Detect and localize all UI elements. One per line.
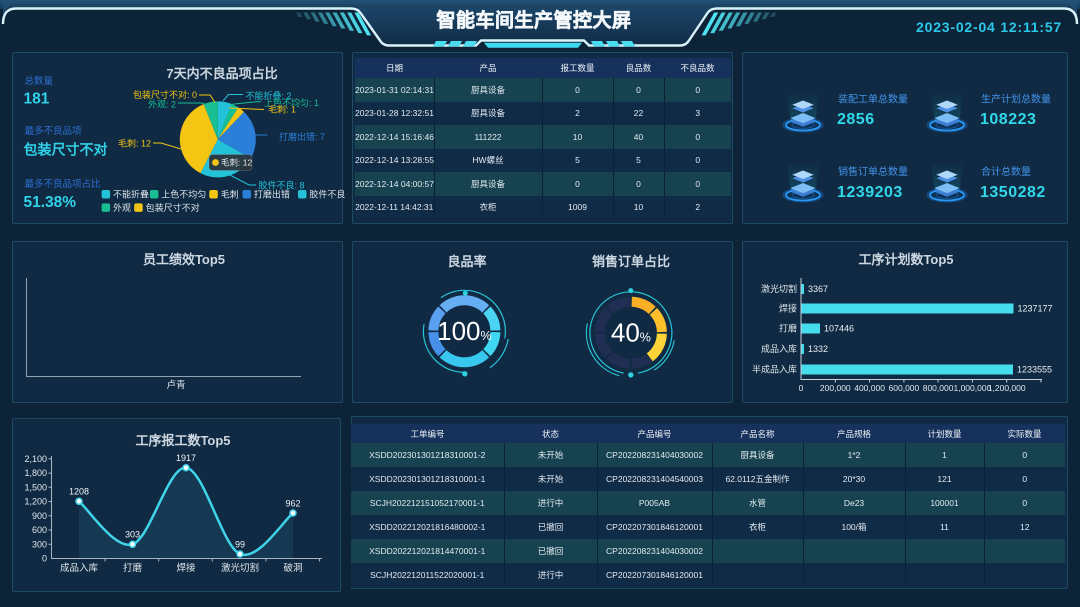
svg-text:成品入库: 成品入库 xyxy=(761,343,797,354)
svg-text:不能折叠: 2: 不能折叠: 2 xyxy=(246,90,292,101)
svg-text:焊接: 焊接 xyxy=(779,303,797,314)
svg-text:200,000: 200,000 xyxy=(820,383,851,393)
svg-text:107446: 107446 xyxy=(824,324,854,334)
svg-text:300: 300 xyxy=(32,539,47,549)
svg-text:激光切割: 激光切割 xyxy=(221,562,259,574)
svg-text:打磨: 打磨 xyxy=(779,323,797,334)
svg-text:800,000: 800,000 xyxy=(923,383,954,393)
svg-text:合计总数量: 合计总数量 xyxy=(981,165,1031,178)
svg-text:900: 900 xyxy=(32,511,47,521)
svg-text:胶件不良: 胶件不良 xyxy=(309,189,345,200)
svg-text:600,000: 600,000 xyxy=(889,383,920,393)
svg-text:卢青: 卢青 xyxy=(166,379,185,391)
svg-text:员工绩效Top5: 员工绩效Top5 xyxy=(143,252,225,267)
svg-text:不能折叠: 不能折叠 xyxy=(113,189,149,200)
svg-text:上色不均匀: 上色不均匀 xyxy=(161,189,206,200)
svg-text:400,000: 400,000 xyxy=(854,383,885,393)
svg-text:108223: 108223 xyxy=(980,111,1036,128)
svg-text:销售订单总数量: 销售订单总数量 xyxy=(838,165,908,178)
svg-text:最多不良品项占比: 最多不良品项占比 xyxy=(25,178,101,190)
svg-text:打磨出错: 打磨出错 xyxy=(254,189,290,200)
svg-text:1,000,000: 1,000,000 xyxy=(953,383,991,393)
svg-text:包装尺寸不对: 包装尺寸不对 xyxy=(24,142,108,158)
svg-text:99: 99 xyxy=(235,540,245,550)
svg-text:激光切割: 激光切割 xyxy=(761,283,797,294)
svg-text:打磨: 打磨 xyxy=(123,562,143,574)
svg-text:毛刺: 1: 毛刺: 1 xyxy=(268,103,296,114)
svg-text:生产计划总数量: 生产计划总数量 xyxy=(981,93,1051,106)
svg-text:上色不均匀: 1: 上色不均匀: 1 xyxy=(264,97,319,108)
svg-text:1917: 1917 xyxy=(176,453,196,463)
svg-text:销售订单占比: 销售订单占比 xyxy=(592,254,670,269)
svg-text:40%: 40% xyxy=(611,318,651,348)
svg-text:总数量: 总数量 xyxy=(25,75,54,87)
svg-text:毛刺: 毛刺 xyxy=(221,189,239,200)
svg-text:外观: 2: 外观: 2 xyxy=(148,99,176,110)
svg-text:智能车间生产管控大屏: 智能车间生产管控大屏 xyxy=(436,9,631,32)
svg-text:0: 0 xyxy=(799,383,804,393)
svg-text:600: 600 xyxy=(32,525,47,535)
svg-text:1239203: 1239203 xyxy=(837,184,903,201)
svg-text:胶件不良: 8: 胶件不良: 8 xyxy=(259,180,305,191)
svg-text:包装尺寸不对: 0: 包装尺寸不对: 0 xyxy=(133,89,197,100)
svg-text:破洞: 破洞 xyxy=(283,562,302,574)
svg-text:1237177: 1237177 xyxy=(1018,304,1053,314)
svg-text:1233555: 1233555 xyxy=(1017,365,1052,375)
svg-text:1,500: 1,500 xyxy=(24,482,47,492)
svg-text:1332: 1332 xyxy=(808,344,828,354)
svg-text:1350282: 1350282 xyxy=(980,184,1046,201)
svg-text:半成品入库: 半成品入库 xyxy=(752,364,797,375)
svg-text:焊接: 焊接 xyxy=(176,562,196,574)
svg-text:工序报工数Top5: 工序报工数Top5 xyxy=(135,433,230,448)
svg-text:成品入库: 成品入库 xyxy=(60,562,99,574)
svg-text:1,800: 1,800 xyxy=(24,468,47,478)
svg-text:1,200: 1,200 xyxy=(24,497,47,507)
svg-text:2856: 2856 xyxy=(837,111,875,128)
svg-text:打磨出错: 7: 打磨出错: 7 xyxy=(279,131,325,142)
svg-text:0: 0 xyxy=(42,554,47,564)
svg-text:962: 962 xyxy=(285,499,300,509)
svg-text:2023-02-04 12:11:57: 2023-02-04 12:11:57 xyxy=(916,19,1062,35)
svg-text:3367: 3367 xyxy=(808,284,828,294)
svg-text:毛刺: 12: 毛刺: 12 xyxy=(118,138,151,149)
svg-text:1208: 1208 xyxy=(69,487,89,497)
svg-text:51.38%: 51.38% xyxy=(24,194,77,211)
svg-text:包装尺寸不对: 包装尺寸不对 xyxy=(146,202,200,213)
svg-text:7天内不良品项占比: 7天内不良品项占比 xyxy=(166,66,277,81)
svg-text:工序计划数Top5: 工序计划数Top5 xyxy=(858,252,953,267)
svg-text:外观: 外观 xyxy=(113,202,131,213)
svg-text:2,100: 2,100 xyxy=(24,454,47,464)
svg-text:装配工单总数量: 装配工单总数量 xyxy=(838,93,908,106)
svg-text:303: 303 xyxy=(125,530,140,540)
svg-text:100%: 100% xyxy=(437,316,492,346)
svg-text:1,200,000: 1,200,000 xyxy=(988,383,1026,393)
svg-text:良品率: 良品率 xyxy=(447,254,486,269)
svg-text:181: 181 xyxy=(24,91,50,108)
svg-text:毛刺: 12: 毛刺: 12 xyxy=(221,158,252,168)
svg-text:最多不良品项: 最多不良品项 xyxy=(25,125,83,137)
